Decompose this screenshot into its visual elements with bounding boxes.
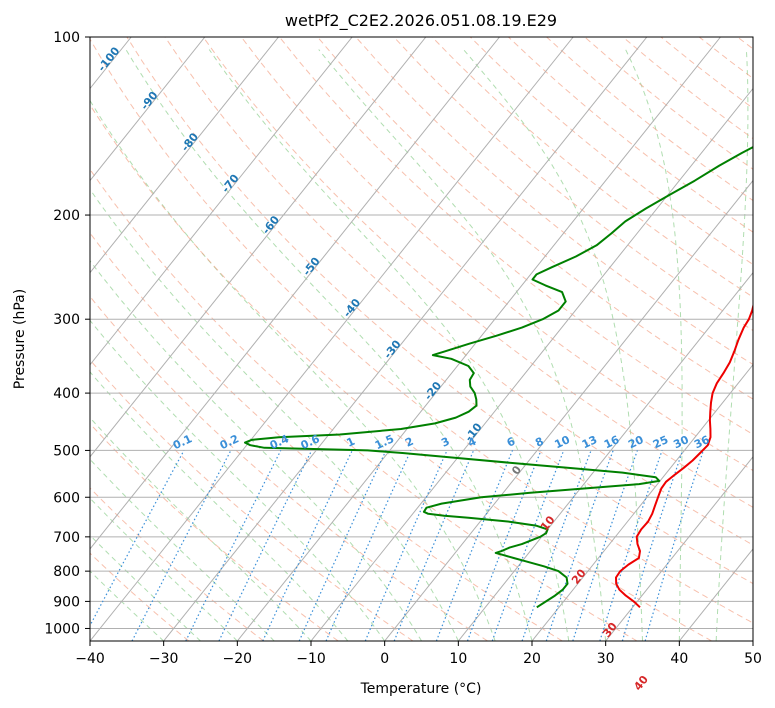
mixing-ratio-line xyxy=(185,450,282,641)
isotherm xyxy=(457,271,753,641)
x-axis-label: Temperature (°C) xyxy=(360,681,482,697)
dewpoint-line xyxy=(244,146,753,609)
moist-adiabat xyxy=(208,49,570,641)
dry-adiabat xyxy=(90,295,488,641)
mixing-ratio-line xyxy=(599,450,663,641)
isotherm xyxy=(163,37,648,641)
dry-adiabat xyxy=(317,37,753,400)
y-tick-label: 300 xyxy=(53,312,80,328)
dry-adiabat xyxy=(164,37,753,546)
dry-adiabat xyxy=(90,168,638,641)
x-axis: −40 −30 −20 −10 0 10 20 30 40 50 xyxy=(75,641,762,667)
x-tick-label: 0 xyxy=(380,651,389,667)
dry-adiabat xyxy=(393,37,753,332)
mixing-ratio-line xyxy=(521,450,592,641)
mixing-ratio-lines xyxy=(90,450,704,641)
y-tick-label: 1000 xyxy=(44,621,80,637)
mixing-ratio-line xyxy=(393,450,475,641)
mixing-ratio-line xyxy=(90,450,185,627)
isotherm xyxy=(90,37,279,274)
x-tick-label: 20 xyxy=(523,651,541,667)
y-axis: 100 200 300 400 500 600 700 800 900 1000 xyxy=(44,30,90,637)
y-tick-label: 100 xyxy=(53,30,80,46)
x-tick-label: −40 xyxy=(75,651,105,667)
mixing-ratio-line xyxy=(364,450,448,641)
y-tick-label: 700 xyxy=(53,530,80,546)
dry-adiabat xyxy=(355,37,753,366)
moist-adiabat xyxy=(125,49,533,641)
isotherm xyxy=(90,37,574,641)
x-tick-label: 40 xyxy=(670,651,688,667)
isotherm xyxy=(605,456,753,641)
dry-adiabat xyxy=(90,552,190,641)
y-tick-label: 500 xyxy=(53,443,80,459)
y-tick-label: 200 xyxy=(53,208,80,224)
mixing-ratio-label: 36 xyxy=(692,433,712,451)
isotherm xyxy=(531,363,753,641)
mixing-ratio-line xyxy=(325,450,412,641)
mixing-ratio-line xyxy=(621,450,684,641)
y-axis-label: Pressure (hPa) xyxy=(12,289,28,389)
mixing-ratio-label: 30 xyxy=(671,433,691,451)
y-tick-label: 400 xyxy=(53,386,80,402)
moist-adiabat xyxy=(90,458,275,641)
moist-adiabat xyxy=(90,99,496,641)
mixing-ratio-label: 13 xyxy=(580,433,599,451)
moist-adiabat xyxy=(90,260,422,641)
dry-adiabat xyxy=(202,37,753,508)
mixing-ratio-label: 25 xyxy=(651,433,670,451)
moist-adiabat xyxy=(90,416,312,641)
dry-adiabat xyxy=(90,38,753,624)
dry-adiabat xyxy=(90,232,563,641)
dry-adiabat xyxy=(90,104,712,641)
mixing-ratio-line xyxy=(572,450,638,641)
x-tick-label: 10 xyxy=(449,651,467,667)
moist-adiabat xyxy=(715,49,749,641)
mixing-ratio-line xyxy=(435,450,514,641)
isotherm xyxy=(90,37,427,458)
mixing-ratio-line xyxy=(491,450,565,641)
x-tick-label: 50 xyxy=(744,651,762,667)
mixing-ratio-label: 16 xyxy=(602,433,622,451)
isotherm xyxy=(384,179,753,641)
skewed-isotherms xyxy=(90,37,753,641)
mixing-ratio-line xyxy=(545,450,614,641)
moist-adiabat xyxy=(90,188,459,641)
temperature-line xyxy=(615,302,753,609)
mixing-ratio-line xyxy=(644,450,704,641)
plot-frame xyxy=(89,36,754,642)
chart-title: wetPf2_C2E2.2026.051.08.19.E29 xyxy=(285,11,557,31)
profile-lines xyxy=(244,146,753,609)
x-tick-label: −30 xyxy=(149,651,179,667)
isotherm xyxy=(90,37,500,550)
x-tick-label: −20 xyxy=(223,651,253,667)
isotherm xyxy=(90,37,206,182)
y-tick-label: 600 xyxy=(53,490,80,506)
y-tick-label: 800 xyxy=(53,564,80,580)
isotherm xyxy=(310,87,753,641)
moist-adiabat xyxy=(90,371,349,641)
x-tick-label: 30 xyxy=(597,651,615,667)
isotherm xyxy=(90,37,353,366)
moist-adiabat xyxy=(463,49,643,641)
mixing-ratio-line xyxy=(466,450,542,641)
isotherm xyxy=(236,37,721,641)
mixing-ratio-label: 10 xyxy=(553,433,573,451)
dry-adiabats xyxy=(90,37,753,641)
mixing-ratio-label: 20 xyxy=(626,433,646,451)
dry-adiabat xyxy=(126,37,753,585)
dry-adiabat xyxy=(90,422,339,641)
moist-adiabats xyxy=(90,49,753,641)
moist-adiabat xyxy=(625,49,683,641)
y-tick-label: 900 xyxy=(53,594,80,610)
x-tick-label: −10 xyxy=(296,651,326,667)
